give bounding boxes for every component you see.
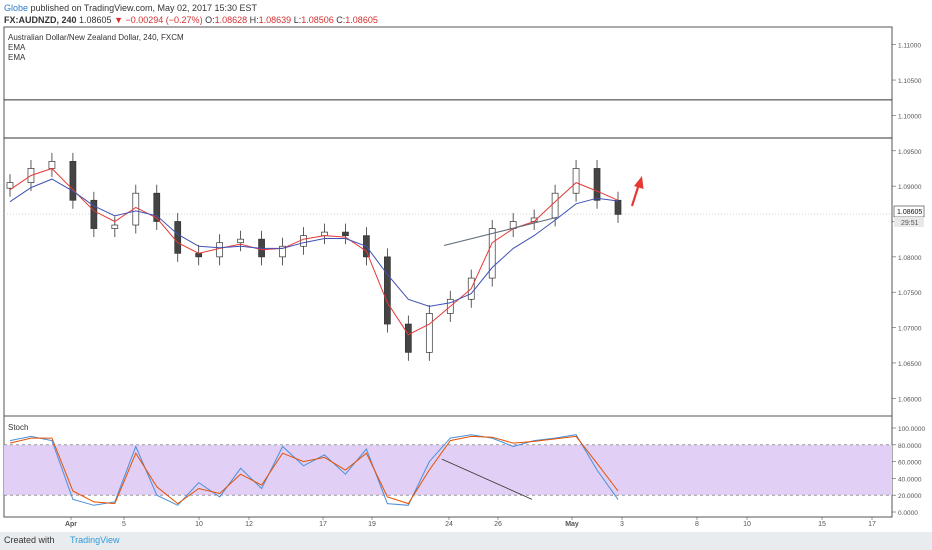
published-text: published on TradingView.com, May 02, 20… — [30, 3, 258, 13]
price-tick-label: 1.06000 — [898, 396, 922, 403]
price-tick-label: 1.09000 — [898, 184, 922, 191]
candle-body — [572, 168, 580, 194]
time-tick-label: 12 — [245, 521, 253, 528]
candle-body — [342, 231, 349, 236]
time-tick-label: 8 — [695, 521, 699, 528]
stoch-tick-label: 80.0000 — [898, 443, 922, 450]
candle-body — [237, 238, 244, 244]
candle-body — [614, 199, 622, 215]
time-tick-label: 3 — [620, 521, 624, 528]
candle-body — [153, 192, 161, 222]
open-label: O: — [205, 15, 215, 25]
close-label: C: — [336, 15, 346, 25]
candle-body — [6, 182, 14, 189]
time-tick-label: 24 — [445, 521, 453, 528]
price-tick-label: 1.11000 — [898, 43, 921, 50]
price-trendline — [443, 216, 558, 247]
publish-info: Globe published on TradingView.com, May … — [4, 3, 257, 13]
candle-body — [279, 245, 286, 258]
candle-body — [488, 228, 496, 279]
price-tick-label: 1.09500 — [898, 149, 922, 156]
countdown-label: 29:51 — [901, 220, 919, 227]
candle-body — [404, 323, 412, 353]
time-tick-label: 5 — [122, 521, 126, 528]
price-change: ▼ −0.00294 (−0.27%) — [114, 15, 203, 25]
time-tick-label: 17 — [319, 521, 327, 528]
ohlc-bar: FX:AUDNZD, 240 1.08605 ▼ −0.00294 (−0.27… — [4, 15, 378, 25]
time-tick-label: 10 — [743, 521, 751, 528]
footer: Created with TradingView — [0, 532, 932, 550]
price-label: 1.08605 29:51 — [893, 205, 925, 227]
tradingview-brand[interactable]: TradingView — [70, 535, 120, 545]
chart-frame — [3, 26, 893, 518]
price-tick-label: 1.10000 — [898, 113, 922, 120]
high-label: H: — [249, 15, 259, 25]
up-arrow-icon — [630, 176, 644, 207]
candle-body — [551, 192, 559, 219]
low-label: L: — [293, 15, 302, 25]
chart-canvas[interactable]: 1.11000 1.10500 1.10000 1.09500 1.09000 1.085… — [0, 0, 932, 532]
time-tick-label: 26 — [494, 521, 502, 528]
candle-body — [174, 221, 182, 254]
candle-body — [69, 161, 77, 201]
author-link[interactable]: Globe — [4, 3, 29, 13]
stoch-tick-label: 20.0000 — [898, 493, 922, 500]
candle-body — [195, 252, 203, 258]
candle-body — [48, 161, 56, 169]
time-tick-label: 19 — [368, 521, 376, 528]
stoch-trendline — [441, 458, 533, 500]
time-tick-label: May — [565, 521, 579, 528]
stoch-tick-label: 0.0000 — [898, 510, 918, 517]
ema-slow-line — [9, 178, 619, 307]
candle-body — [593, 168, 601, 201]
price-tick-label: 1.10500 — [898, 78, 922, 85]
last-price: 1.08605 — [79, 15, 112, 25]
arrow-head — [634, 176, 644, 189]
candle-body — [300, 235, 307, 247]
open-value: 1.08628 — [214, 15, 248, 25]
symbol-label[interactable]: FX:AUDNZD, 240 — [4, 15, 77, 25]
stoch-tick-label: 40.0000 — [898, 476, 922, 483]
stoch-tick-label: 60.0000 — [898, 460, 922, 467]
stoch-tick-label: 100.0000 — [898, 426, 925, 433]
countdown-box — [894, 217, 924, 227]
close-value: 1.08605 — [345, 15, 378, 25]
price-tick-label: 1.06500 — [898, 361, 922, 368]
candle-body — [111, 224, 119, 229]
time-tick-label: 17 — [868, 521, 876, 528]
price-tick-label: 1.08000 — [898, 255, 922, 262]
time-tick-label: 15 — [818, 521, 826, 528]
time-tick-label: 10 — [195, 521, 203, 528]
stoch-k-line — [9, 434, 619, 506]
stoch-band — [4, 444, 892, 496]
arrow-shaft — [630, 183, 641, 207]
legend-ema-1: EMA — [8, 43, 26, 52]
stoch-title: Stoch — [8, 423, 28, 432]
candle-body — [384, 256, 391, 325]
price-tick-label: 1.07500 — [898, 290, 922, 297]
stoch-pane — [4, 434, 892, 506]
candle-body — [425, 313, 433, 353]
current-price-label: 1.08605 — [897, 209, 922, 216]
time-tick-label: Apr — [65, 521, 77, 528]
stoch-d-line — [9, 435, 619, 505]
candle-body — [90, 199, 98, 229]
high-value: 1.08639 — [258, 15, 292, 25]
price-tick-label: 1.07000 — [898, 326, 922, 333]
low-value: 1.08506 — [301, 15, 334, 25]
chart-title: Australian Dollar/New Zealand Dollar, 24… — [8, 33, 184, 42]
candle-body — [216, 242, 224, 258]
price-pane — [4, 99, 892, 361]
created-with-text: Created with — [4, 535, 55, 545]
legend-ema-2: EMA — [8, 53, 26, 62]
